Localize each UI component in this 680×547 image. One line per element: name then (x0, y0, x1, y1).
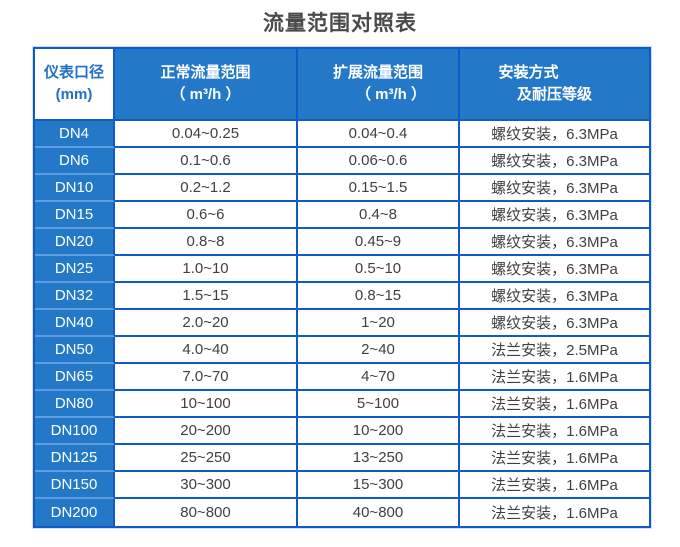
row-label-cell: DN25 (35, 256, 115, 283)
flow-range-table: 仪表口径 (mm) 正常流量范围 （ m³/h ） 扩展流量范围 （ m³/h … (33, 47, 651, 528)
extended-range-cell: 2~40 (298, 337, 460, 364)
row-label-cell: DN10 (35, 175, 115, 202)
table-row: DN32 1.5~15 0.8~15 螺纹安装，6.3MPa (35, 283, 649, 310)
install-pressure-cell: 法兰安装，1.6MPa (460, 445, 649, 472)
table-body: DN4 0.04~0.25 0.04~0.4 螺纹安装，6.3MPa DN6 0.1~0.… (35, 121, 649, 526)
extended-range-cell: 13~250 (298, 445, 460, 472)
header-line: （ m³/h ） (356, 86, 426, 103)
table-row: DN80 10~100 5~100 法兰安装，1.6MPa (35, 391, 649, 418)
row-label-cell: DN50 (35, 337, 115, 364)
normal-range-cell: 4.0~40 (115, 337, 298, 364)
install-pressure-cell: 螺纹安装，6.3MPa (460, 283, 649, 310)
extended-range-cell: 0.5~10 (298, 256, 460, 283)
table-row: DN6 0.1~0.6 0.06~0.6 螺纹安装，6.3MPa (35, 148, 649, 175)
extended-range-cell: 1~20 (298, 310, 460, 337)
extended-range-cell: 0.04~0.4 (298, 121, 460, 148)
extended-range-cell: 15~300 (298, 472, 460, 499)
normal-range-cell: 2.0~20 (115, 310, 298, 337)
header-normal-flow-range: 正常流量范围 （ m³/h ） (115, 49, 298, 121)
table-row: DN65 7.0~70 4~70 法兰安装，1.6MPa (35, 364, 649, 391)
header-row: 仪表口径 (mm) 正常流量范围 （ m³/h ） 扩展流量范围 （ m³/h … (35, 49, 649, 121)
normal-range-cell: 0.1~0.6 (115, 148, 298, 175)
table-row: DN50 4.0~40 2~40 法兰安装，2.5MPa (35, 337, 649, 364)
install-pressure-cell: 法兰安装，2.5MPa (460, 337, 649, 364)
install-pressure-cell: 螺纹安装，6.3MPa (460, 229, 649, 256)
row-label-cell: DN150 (35, 472, 115, 499)
table-row: DN10 0.2~1.2 0.15~1.5 螺纹安装，6.3MPa (35, 175, 649, 202)
header-line: 仪表口径 (43, 64, 104, 81)
install-pressure-cell: 螺纹安装，6.3MPa (460, 310, 649, 337)
row-label-cell: DN32 (35, 283, 115, 310)
normal-range-cell: 1.5~15 (115, 283, 298, 310)
install-pressure-cell: 法兰安装，1.6MPa (460, 499, 649, 526)
extended-range-cell: 0.4~8 (298, 202, 460, 229)
header-line: 正常流量范围 (160, 64, 251, 81)
normal-range-cell: 0.8~8 (115, 229, 298, 256)
normal-range-cell: 10~100 (115, 391, 298, 418)
table-row: DN4 0.04~0.25 0.04~0.4 螺纹安装，6.3MPa (35, 121, 649, 148)
row-label-cell: DN40 (35, 310, 115, 337)
extended-range-cell: 10~200 (298, 418, 460, 445)
row-label-cell: DN125 (35, 445, 115, 472)
table-row: DN125 25~250 13~250 法兰安装，1.6MPa (35, 445, 649, 472)
normal-range-cell: 1.0~10 (115, 256, 298, 283)
table-row: DN100 20~200 10~200 法兰安装，1.6MPa (35, 418, 649, 445)
row-label-cell: DN65 (35, 364, 115, 391)
table-row: DN40 2.0~20 1~20 螺纹安装，6.3MPa (35, 310, 649, 337)
normal-range-cell: 0.2~1.2 (115, 175, 298, 202)
normal-range-cell: 0.6~6 (115, 202, 298, 229)
install-pressure-cell: 法兰安装，1.6MPa (460, 472, 649, 499)
normal-range-cell: 20~200 (115, 418, 298, 445)
table-row: DN200 80~800 40~800 法兰安装，1.6MPa (35, 499, 649, 526)
install-pressure-cell: 螺纹安装，6.3MPa (460, 148, 649, 175)
header-extended-flow-range: 扩展流量范围 （ m³/h ） (298, 49, 460, 121)
normal-range-cell: 25~250 (115, 445, 298, 472)
install-pressure-cell: 法兰安装，1.6MPa (460, 418, 649, 445)
extended-range-cell: 0.15~1.5 (298, 175, 460, 202)
page-title: 流量范围对照表 (263, 12, 417, 35)
install-pressure-cell: 法兰安装，1.6MPa (460, 391, 649, 418)
header-line: （ m³/h ） (170, 86, 241, 103)
extended-range-cell: 5~100 (298, 391, 460, 418)
table-row: DN150 30~300 15~300 法兰安装，1.6MPa (35, 472, 649, 499)
table-row: DN20 0.8~8 0.45~9 螺纹安装，6.3MPa (35, 229, 649, 256)
header-line: (mm) (55, 86, 93, 103)
header-install-pressure: 安装方式 及耐压等级 (460, 49, 649, 121)
normal-range-cell: 0.04~0.25 (115, 121, 298, 148)
normal-range-cell: 7.0~70 (115, 364, 298, 391)
row-label-cell: DN20 (35, 229, 115, 256)
extended-range-cell: 40~800 (298, 499, 460, 526)
row-label-cell: DN6 (35, 148, 115, 175)
header-line: 扩展流量范围 (332, 64, 423, 81)
normal-range-cell: 30~300 (115, 472, 298, 499)
table-header: 仪表口径 (mm) 正常流量范围 （ m³/h ） 扩展流量范围 （ m³/h … (35, 49, 649, 121)
install-pressure-cell: 螺纹安装，6.3MPa (460, 175, 649, 202)
table-row: DN25 1.0~10 0.5~10 螺纹安装，6.3MPa (35, 256, 649, 283)
table-row: DN15 0.6~6 0.4~8 螺纹安装，6.3MPa (35, 202, 649, 229)
install-pressure-cell: 螺纹安装，6.3MPa (460, 121, 649, 148)
extended-range-cell: 0.06~0.6 (298, 148, 460, 175)
install-pressure-cell: 螺纹安装，6.3MPa (460, 256, 649, 283)
row-label-cell: DN4 (35, 121, 115, 148)
row-label-cell: DN200 (35, 499, 115, 526)
install-pressure-cell: 法兰安装，1.6MPa (460, 364, 649, 391)
normal-range-cell: 80~800 (115, 499, 298, 526)
install-pressure-cell: 螺纹安装，6.3MPa (460, 202, 649, 229)
extended-range-cell: 4~70 (298, 364, 460, 391)
row-label-cell: DN100 (35, 418, 115, 445)
header-meter-diameter: 仪表口径 (mm) (35, 49, 115, 121)
row-label-cell: DN15 (35, 202, 115, 229)
row-label-cell: DN80 (35, 391, 115, 418)
header-line: 安装方式 (498, 64, 559, 81)
header-line: 及耐压等级 (516, 86, 592, 103)
extended-range-cell: 0.45~9 (298, 229, 460, 256)
extended-range-cell: 0.8~15 (298, 283, 460, 310)
